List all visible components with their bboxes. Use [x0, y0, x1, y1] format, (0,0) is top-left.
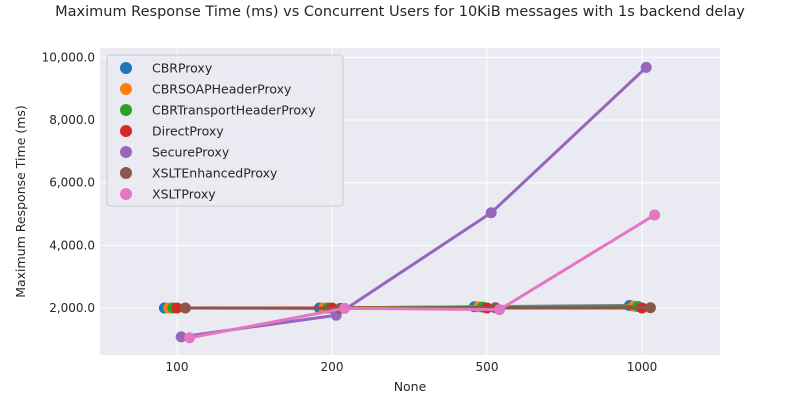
y-tick-label: 4,000.0	[49, 238, 95, 252]
data-point	[184, 332, 196, 344]
data-point	[649, 209, 661, 221]
legend-label: DirectProxy	[152, 124, 224, 139]
legend-marker	[120, 125, 132, 137]
legend-marker	[120, 146, 132, 158]
data-point	[485, 207, 497, 219]
data-point	[171, 302, 183, 314]
legend-label: CBRTransportHeaderProxy	[152, 103, 316, 118]
legend-item[interactable]: XSLTProxy	[120, 187, 216, 202]
x-axis-label: None	[394, 379, 427, 394]
legend[interactable]: CBRProxy CBRSOAPHeaderProxy CBRTransportHe…	[106, 54, 344, 207]
legend-label: SecureProxy	[152, 145, 230, 160]
data-point	[339, 302, 351, 314]
x-tick-label: 1000	[627, 360, 658, 374]
x-tick-label: 500	[476, 360, 499, 374]
legend-marker	[120, 83, 132, 95]
legend-item[interactable]: SecureProxy	[120, 145, 230, 160]
legend-item[interactable]: CBRProxy	[120, 61, 213, 76]
legend-item[interactable]: CBRSOAPHeaderProxy	[120, 82, 292, 97]
data-point	[644, 302, 656, 314]
legend-label: CBRSOAPHeaderProxy	[152, 82, 292, 97]
y-axis-label: Maximum Response Time (ms)	[13, 105, 28, 298]
legend-box	[106, 54, 344, 207]
chart-title: Maximum Response Time (ms) vs Concurrent…	[55, 4, 745, 20]
y-tick-label: 10,000.0	[42, 50, 95, 64]
legend-item[interactable]: XSLTEnhancedProxy	[120, 166, 278, 181]
series-XSLTProxy	[184, 209, 661, 344]
legend-label: CBRProxy	[152, 61, 213, 76]
legend-label: XSLTEnhancedProxy	[152, 166, 278, 181]
legend-marker	[120, 104, 132, 116]
data-point	[179, 302, 191, 314]
data-point	[175, 331, 187, 343]
legend-marker	[120, 62, 132, 74]
legend-marker	[120, 167, 132, 179]
x-tick-label: 100	[166, 360, 189, 374]
legend-item[interactable]: CBRTransportHeaderProxy	[120, 103, 316, 118]
data-point	[494, 304, 506, 316]
x-tick-label: 200	[321, 360, 344, 374]
data-point	[640, 61, 652, 73]
series-layer	[158, 61, 661, 344]
legend-marker	[120, 188, 132, 200]
legend-label: XSLTProxy	[152, 187, 216, 202]
y-tick-label: 2,000.0	[49, 301, 95, 315]
legend-item[interactable]: DirectProxy	[120, 124, 224, 139]
series-line	[188, 213, 657, 340]
y-tick-label: 8,000.0	[49, 113, 95, 127]
y-tick-label: 6,000.0	[49, 176, 95, 190]
tick-labels: 2,000.0 4,000.0 6,000.0 8,000.0 10,000.0 100 2…	[42, 50, 658, 374]
